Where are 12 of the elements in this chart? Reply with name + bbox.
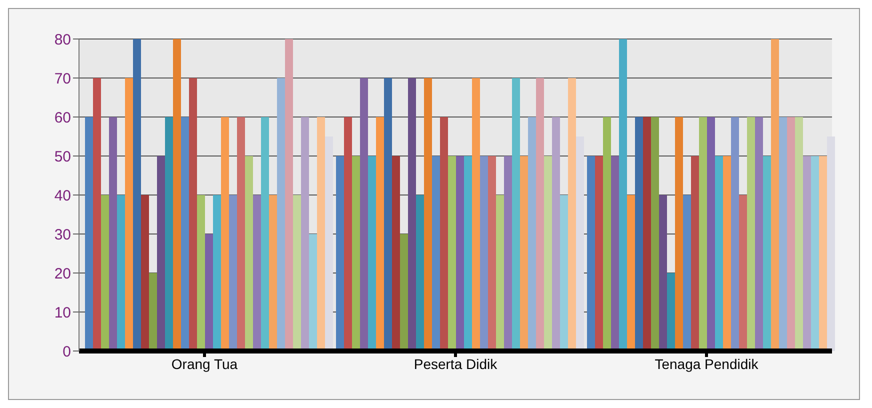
y-tick-label: 30 — [54, 226, 71, 244]
y-tick-label: 60 — [54, 109, 71, 126]
y-tick-label: 10 — [54, 304, 71, 322]
y-tick-label: 40 — [54, 187, 71, 204]
y-tick-label: 20 — [54, 265, 71, 282]
x-tick-label: Tenaga Pendidik — [654, 356, 760, 372]
y-tick-label: 0 — [62, 343, 71, 360]
y-tick-label: 70 — [54, 70, 71, 88]
x-tick-label: Orang Tua — [171, 356, 238, 372]
y-tick-label: 50 — [54, 148, 71, 166]
x-tick-label: Peserta Didik — [414, 356, 498, 372]
y-tick-label: 80 — [54, 31, 71, 48]
